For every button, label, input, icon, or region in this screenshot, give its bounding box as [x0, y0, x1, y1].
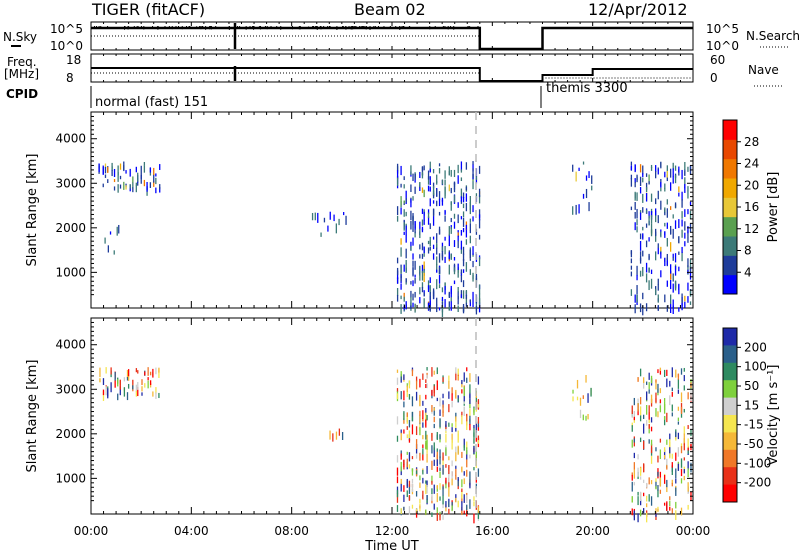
freq-tick-low: 8 [66, 71, 74, 85]
y-tick-label: 2000 [55, 221, 86, 235]
velocity-scatter [99, 367, 692, 524]
freq-trace [91, 66, 693, 82]
cpid-mode-themis: themis 3300 [546, 81, 628, 96]
power-colorbar-label: Power [dB] [766, 172, 781, 243]
beam-title: Beam 02 [354, 0, 426, 19]
y-tick-label: 1000 [55, 265, 86, 279]
colorbar-tick-label: 100 [744, 360, 767, 374]
power-y-ticks: 1000 2000 3000 4000 [55, 115, 693, 296]
x-tick-label: 00:00 [74, 524, 109, 538]
x-tick-label: 04:00 [174, 524, 209, 538]
colorbar-tick-label: 24 [744, 157, 759, 171]
colorbar-tick-label: 12 [744, 222, 759, 236]
velocity-colorbar: 200 100 50 15 -15 -50 -100 -200 Velocity [m s⁻¹… [722, 327, 781, 503]
colorbar-segment [723, 415, 737, 433]
freq-tick-high: 18 [66, 53, 81, 67]
freq-panel: Freq. [MHz] 18 8 Nave 60 0 [4, 53, 784, 87]
y-tick-label: 4000 [55, 132, 86, 146]
colorbar-segment [723, 328, 737, 346]
velocity-colorbar-label: Velocity [m s⁻¹] [766, 365, 781, 466]
colorbar-segment [723, 274, 737, 295]
x-tick-label: 12:00 [375, 524, 410, 538]
y-tick-label: 4000 [55, 338, 86, 352]
colorbar-segment [723, 345, 737, 364]
x-tick-label: 08:00 [274, 524, 309, 538]
colorbar-tick-label: -100 [744, 456, 771, 470]
x-axis-label: Time UT [364, 539, 418, 554]
colorbar-tick-label: 16 [744, 200, 759, 214]
x-tick-label: 20:00 [575, 524, 610, 538]
colorbar-segment [723, 236, 737, 256]
cpid-mode-normal: normal (fast) 151 [95, 95, 208, 110]
velocity-y-label: Slant Range [km] [25, 360, 40, 473]
nave-label: Nave [748, 63, 779, 77]
colorbar-segment [723, 449, 737, 468]
colorbar-segment [723, 484, 737, 503]
colorbar-tick-label: 8 [744, 244, 752, 258]
nsearch-label: N.Search [746, 29, 800, 43]
colorbar-segment [723, 178, 737, 198]
y-tick-label: 1000 [55, 471, 86, 485]
nsearch-tick-high: 10^5 [706, 22, 739, 36]
colorbar-tick-label: 20 [744, 178, 759, 192]
colorbar-tick-label: 4 [744, 265, 752, 279]
power-y-label: Slant Range [km] [25, 154, 40, 267]
colorbar-tick-label: 200 [744, 340, 767, 354]
x-tick-label: 00:00 [676, 524, 711, 538]
y-tick-label: 2000 [55, 427, 86, 441]
colorbar-segment [723, 432, 737, 451]
velocity-panel: 1000 2000 3000 4000 Slant Range [km] [25, 317, 694, 524]
colorbar-tick-label: -50 [744, 437, 764, 451]
nsky-tick-low: 10^0 [50, 39, 83, 53]
colorbar-segment [723, 397, 737, 416]
colorbar-segment [723, 120, 737, 140]
y-tick-label: 3000 [55, 176, 86, 190]
freq-label-2: [MHz] [4, 67, 39, 81]
freq-label-1: Freq. [7, 55, 37, 69]
colorbar-segment [723, 255, 737, 276]
colorbar-tick-label: 50 [744, 379, 759, 393]
colorbar-segment [723, 197, 737, 218]
y-tick-label: 3000 [55, 382, 86, 396]
nave-tick-low: 0 [710, 71, 718, 85]
velocity-y-ticks: 1000 2000 3000 4000 [55, 321, 693, 502]
nsky-label: N.Sky [3, 30, 37, 44]
power-colorbar: 28 24 20 16 12 8 4 Power [dB] [722, 119, 781, 295]
power-scatter [98, 161, 692, 317]
cpid-row: CPID normal (fast) 151 themis 3300 [6, 81, 628, 110]
colorbar-segment [723, 380, 737, 399]
colorbar-segment [723, 139, 737, 160]
colorbar-tick-label: 15 [744, 398, 759, 412]
date-title: 12/Apr/2012 [588, 0, 688, 19]
colorbar-tick-label: -200 [744, 476, 771, 490]
colorbar-segment [723, 467, 737, 486]
nsearch-tick-low: 10^0 [706, 39, 739, 53]
cpid-label: CPID [6, 87, 38, 101]
nsky-trace [91, 23, 693, 51]
colorbar-segment [723, 158, 737, 179]
colorbar-segment [723, 216, 737, 237]
x-axis-ticks: 00:00 04:00 08:00 12:00 16:00 20:00 00:00 [74, 22, 711, 538]
x-tick-label: 16:00 [475, 524, 510, 538]
nave-tick-high: 60 [710, 53, 725, 67]
radar-title: TIGER (fitACF) [92, 0, 206, 19]
power-panel: 1000 2000 3000 4000 Slant Range [km] [25, 111, 694, 317]
colorbar-segment [723, 362, 737, 381]
colorbar-tick-label: 28 [744, 135, 759, 149]
nsky-panel: N.Sky 10^5 10^0 N.Search 10^5 10^0 [3, 21, 800, 53]
colorbar-tick-label: -15 [744, 418, 764, 432]
nsky-tick-high: 10^5 [50, 22, 83, 36]
